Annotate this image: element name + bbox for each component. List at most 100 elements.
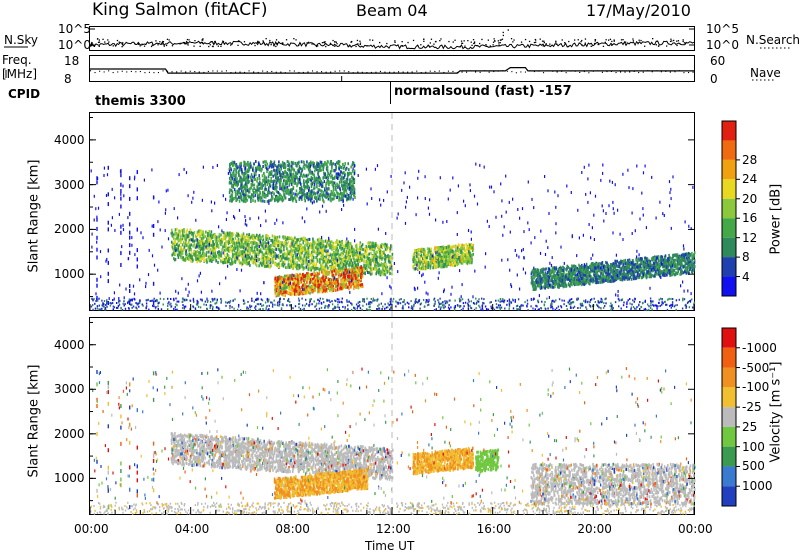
heat-cell <box>294 250 296 253</box>
heat-cell <box>317 273 319 276</box>
heat-cell <box>413 256 415 259</box>
ground-cell <box>210 301 211 303</box>
heat-cell <box>182 252 184 255</box>
heat-cell <box>242 245 244 248</box>
heat-cell <box>203 254 205 257</box>
nsearch-dot <box>639 40 640 41</box>
heat-cell <box>182 238 184 241</box>
ground-cell <box>605 302 606 304</box>
ground-cell <box>652 300 653 302</box>
heat-cell <box>195 239 197 242</box>
ground-cell <box>463 302 464 304</box>
ground-cell <box>662 298 663 300</box>
heat-cell <box>247 243 249 246</box>
ground-cell <box>217 299 218 301</box>
ground-cell <box>603 302 604 304</box>
nsearch-dot <box>166 45 167 46</box>
ground-cell <box>483 302 484 304</box>
heat-cell <box>328 256 330 259</box>
nsearch-dot <box>490 45 491 46</box>
heat-cell <box>305 274 307 277</box>
nave-dot <box>289 70 290 71</box>
heat-cell <box>293 282 295 285</box>
heat-cell <box>321 283 323 286</box>
heat-cell <box>303 237 305 240</box>
ground-cell <box>287 300 288 302</box>
nave-dot <box>439 71 440 72</box>
heat-cell <box>290 243 292 246</box>
ground-cell <box>415 298 416 300</box>
ground-cell <box>610 302 611 304</box>
nsearch-dot <box>360 44 361 45</box>
heat-cell <box>350 286 352 289</box>
heat-cell <box>320 242 322 245</box>
ground-cell <box>582 303 583 305</box>
heat-cell <box>348 251 350 254</box>
heat-cell <box>294 264 296 267</box>
ground-cell <box>527 300 528 302</box>
heat-cell <box>344 260 346 263</box>
heat-cell <box>339 283 341 286</box>
heat-cell <box>277 241 279 244</box>
ground-cell <box>329 301 330 303</box>
ground-cell <box>461 309 462 311</box>
ground-cell <box>559 298 560 300</box>
heat-cell <box>253 237 255 240</box>
heat-cell <box>233 247 235 250</box>
streak-cell <box>96 296 97 300</box>
nave-dot <box>203 72 204 73</box>
heat-cell <box>379 259 381 262</box>
heat-cell <box>305 251 307 254</box>
ground-cell <box>623 304 624 306</box>
ground-cell <box>254 301 255 303</box>
nave-dot <box>471 70 472 71</box>
heat-cell <box>250 257 252 260</box>
heat-cell <box>317 248 319 251</box>
heat-cell <box>224 244 226 247</box>
heat-cell <box>246 235 248 238</box>
nave-dot <box>135 71 136 72</box>
nave-dot <box>366 72 367 73</box>
heat-cell <box>330 285 332 288</box>
heat-cell <box>172 231 174 234</box>
heat-cell <box>225 240 227 243</box>
ground-cell <box>590 299 591 301</box>
nsearch-dot <box>546 43 547 44</box>
heat-cell <box>253 258 255 261</box>
ground-cell <box>504 308 505 310</box>
heat-cell <box>264 258 266 261</box>
nsearch-dot <box>574 39 575 40</box>
streak-cell <box>108 279 109 283</box>
nsearch-dot <box>138 44 139 45</box>
streak-cell <box>96 278 97 282</box>
heat-cell <box>213 243 215 246</box>
ground-cell <box>243 300 244 302</box>
heat-cell <box>471 243 473 246</box>
heat-cell <box>324 286 326 289</box>
ground-cell <box>632 299 633 301</box>
heat-cell <box>271 249 273 252</box>
nsearch-dot <box>293 38 294 39</box>
heat-cell <box>287 250 289 253</box>
ground-cell <box>650 298 651 300</box>
ground-cell <box>325 305 326 307</box>
nave-dot <box>271 71 272 72</box>
heat-cell <box>189 245 191 248</box>
ground-cell <box>337 306 338 308</box>
heat-cell <box>307 278 309 281</box>
ground-cell <box>176 304 177 306</box>
ground-cell <box>500 298 501 300</box>
heat-cell <box>294 261 296 264</box>
heat-cell <box>254 246 256 249</box>
nsearch-dot <box>614 41 615 42</box>
ground-cell <box>694 302 695 304</box>
nsearch-dot <box>394 42 395 43</box>
heat-cell <box>372 245 374 248</box>
streak-cell <box>120 205 121 209</box>
ground-cell <box>362 305 363 307</box>
heat-cell <box>361 275 363 278</box>
ground-cell <box>137 303 138 305</box>
ground-cell <box>101 300 102 302</box>
heat-cell <box>312 266 314 269</box>
ground-cell <box>688 301 689 303</box>
